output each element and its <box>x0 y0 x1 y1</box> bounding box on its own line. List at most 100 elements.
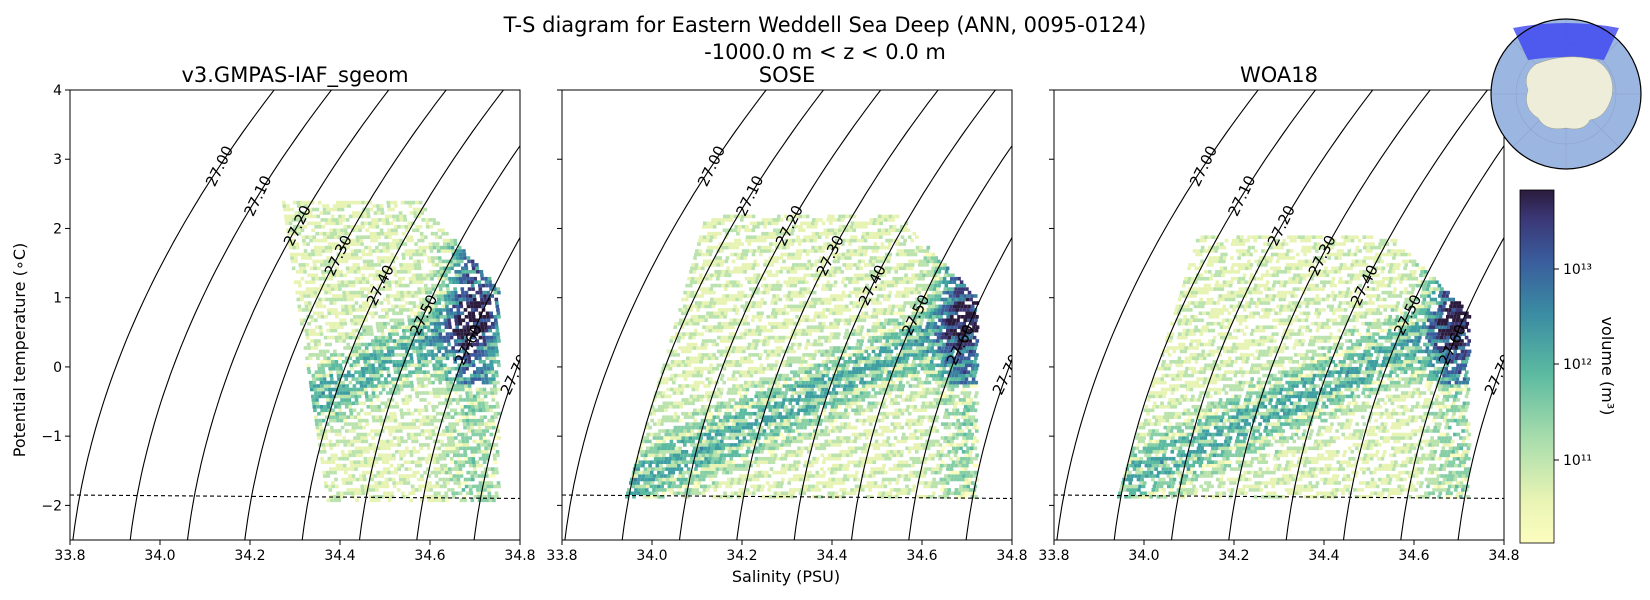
heatmap-cell <box>302 242 307 246</box>
heatmap-cell <box>765 405 770 409</box>
heatmap-cell <box>909 394 913 399</box>
heatmap-cell <box>958 398 963 402</box>
heatmap-cell <box>488 280 492 284</box>
heatmap-cell <box>876 384 880 388</box>
heatmap-cell <box>850 474 855 478</box>
heatmap-cell <box>869 418 874 423</box>
heatmap-cell <box>332 467 337 471</box>
heatmap-cell <box>480 349 485 354</box>
heatmap-cell <box>795 453 799 458</box>
heatmap-cell <box>370 408 375 413</box>
heatmap-cell <box>478 311 483 316</box>
heatmap-cell <box>743 418 748 423</box>
heatmap-cell <box>923 432 928 437</box>
heatmap-cell <box>773 481 777 485</box>
heatmap-cell <box>740 405 745 409</box>
heatmap-cell <box>394 231 399 236</box>
heatmap-cell <box>484 325 488 329</box>
heatmap-cell <box>304 301 308 305</box>
heatmap-cell <box>966 446 970 451</box>
heatmap-cell <box>330 308 335 312</box>
heatmap-cell <box>728 484 733 489</box>
heatmap-cell <box>418 200 423 205</box>
heatmap-cell <box>971 443 975 447</box>
heatmap-cell <box>850 387 854 392</box>
heatmap-cell <box>462 252 467 257</box>
heatmap-cell <box>372 301 377 305</box>
heatmap-cell <box>452 474 457 478</box>
heatmap-cell <box>485 283 489 288</box>
heatmap-cell <box>374 408 378 413</box>
heatmap-cell <box>391 353 395 357</box>
heatmap-cell <box>482 436 487 440</box>
heatmap-cell <box>758 456 762 461</box>
heatmap-cell <box>367 360 371 364</box>
heatmap-cell <box>783 405 788 409</box>
heatmap-cell <box>292 225 297 229</box>
heatmap-cell <box>375 488 379 492</box>
heatmap-cell <box>286 204 290 208</box>
heatmap-cell <box>464 360 468 364</box>
heatmap-cell <box>343 252 348 257</box>
heatmap-cell <box>768 408 773 413</box>
heatmap-cell <box>456 453 461 458</box>
heatmap-cell <box>753 450 757 454</box>
heatmap-cell <box>425 363 429 368</box>
heatmap-cell <box>427 353 431 357</box>
heatmap-cell <box>423 325 427 329</box>
heatmap-cell <box>403 266 407 271</box>
heatmap-cell <box>392 360 396 364</box>
heatmap-cell <box>406 263 411 267</box>
heatmap-cell <box>491 495 496 499</box>
heatmap-cell <box>430 353 435 357</box>
heatmap-cell <box>657 418 662 423</box>
heatmap-cell <box>439 335 443 340</box>
heatmap-cell <box>350 318 354 323</box>
heatmap-cell <box>477 377 482 381</box>
heatmap-cell <box>335 315 339 319</box>
heatmap-cell <box>353 242 357 246</box>
heatmap-cell <box>338 363 343 368</box>
heatmap-cell <box>460 432 465 437</box>
heatmap-cell <box>794 418 798 423</box>
heatmap-cell <box>384 401 388 406</box>
heatmap-cell <box>807 474 811 478</box>
heatmap-cell <box>485 405 489 409</box>
heatmap-cell <box>436 460 440 464</box>
heatmap-cell <box>886 450 890 454</box>
heatmap-cell <box>701 467 705 471</box>
heatmap-cell <box>961 450 966 454</box>
heatmap-cell <box>466 425 471 430</box>
heatmap-cell <box>298 283 302 288</box>
heatmap-cell <box>772 446 776 451</box>
heatmap-cell <box>459 446 463 451</box>
heatmap-cell <box>300 297 304 302</box>
heatmap-cell <box>393 418 398 423</box>
heatmap-cell <box>458 439 462 444</box>
heatmap-cell <box>831 401 836 406</box>
heatmap-cell <box>839 398 844 402</box>
heatmap-cell <box>426 422 431 426</box>
heatmap-cell <box>697 429 702 433</box>
heatmap-cell <box>657 456 662 461</box>
heatmap-cell <box>362 353 366 357</box>
heatmap-cell <box>339 370 344 374</box>
heatmap-cell <box>848 380 852 385</box>
heatmap-cell <box>487 467 491 471</box>
heatmap-cell <box>670 436 675 440</box>
heatmap-cell <box>412 280 417 284</box>
heatmap-cell <box>478 456 483 461</box>
heatmap-cell <box>305 214 310 219</box>
heatmap-cell <box>328 249 333 253</box>
heatmap-cell <box>447 342 451 347</box>
heatmap-cell <box>327 429 331 433</box>
heatmap-cell <box>463 328 467 333</box>
heatmap-cell <box>704 432 708 437</box>
heatmap-cell <box>450 294 455 298</box>
heatmap-cell <box>367 221 372 226</box>
heatmap-cell <box>448 450 453 454</box>
heatmap-cell <box>344 304 348 309</box>
heatmap-cell <box>481 353 485 357</box>
heatmap-cell <box>758 380 762 385</box>
heatmap-cell <box>661 495 665 499</box>
